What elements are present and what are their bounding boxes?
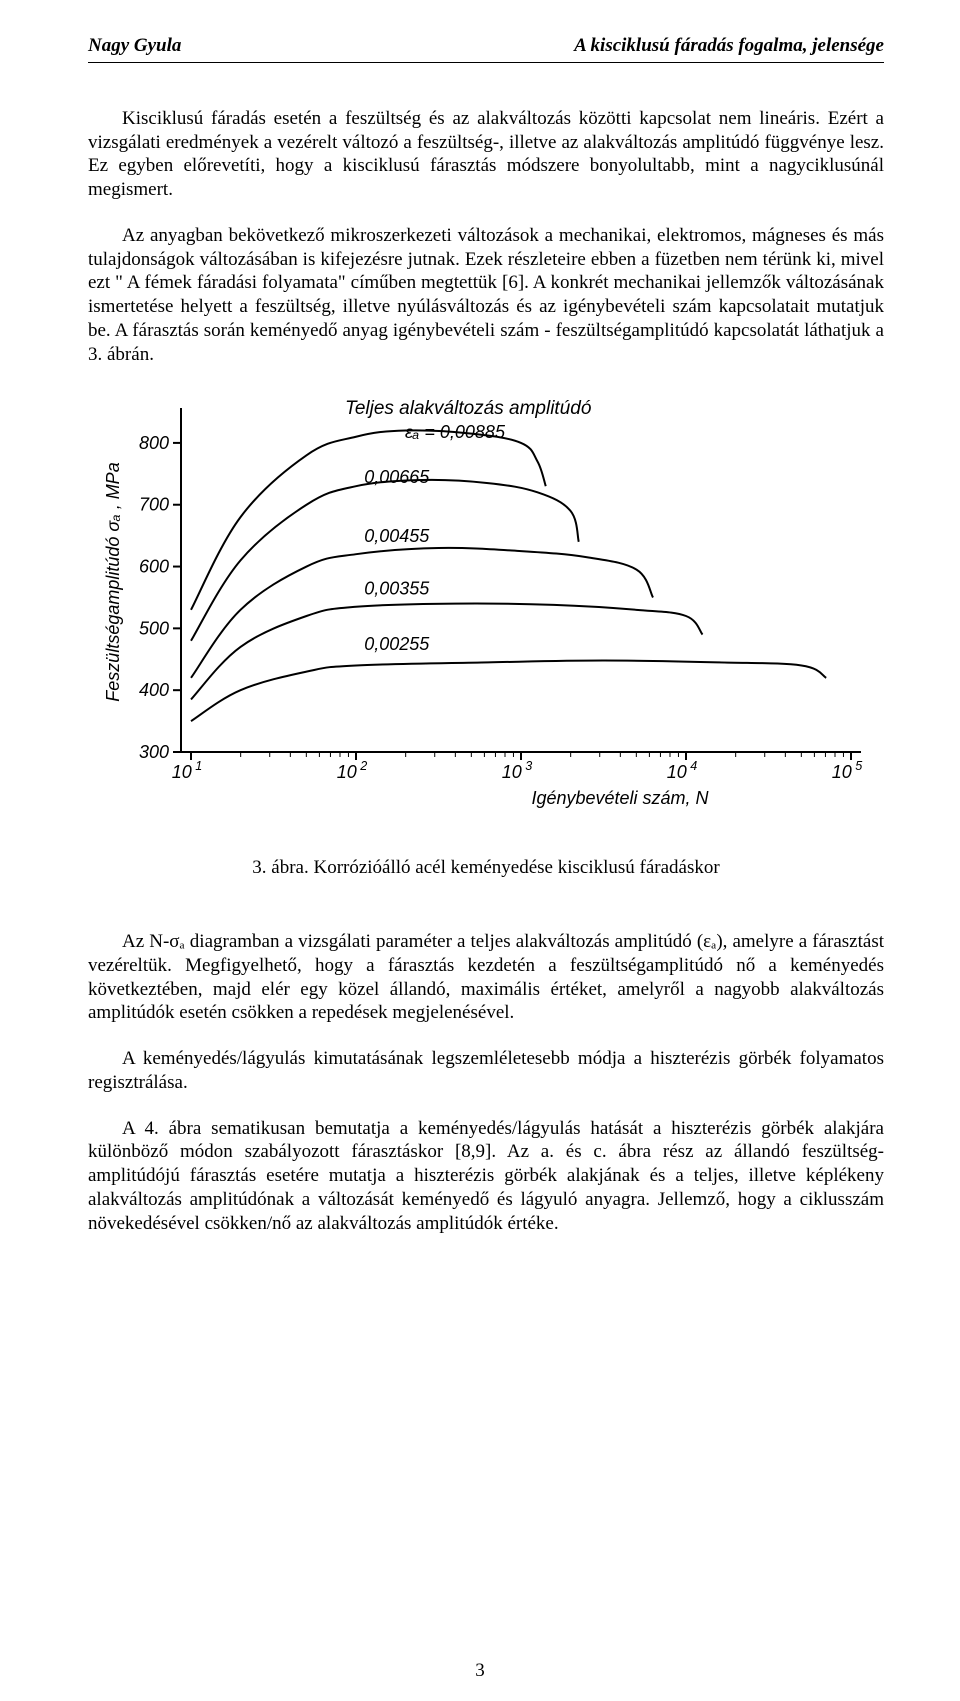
svg-text:0,00355: 0,00355 <box>364 579 430 599</box>
header-title: A kisciklusú fáradás fogalma, jelensége <box>574 34 884 58</box>
svg-text:0,00665: 0,00665 <box>364 467 430 487</box>
paragraph-2: Az anyagban bekövetkező mikroszerkezeti … <box>88 224 884 367</box>
svg-text:700: 700 <box>139 495 169 515</box>
page-header: Nagy Gyula A kisciklusú fáradás fogalma,… <box>88 34 884 63</box>
svg-text:Feszültségamplitúdó σₐ , MPa: Feszültségamplitúdó σₐ , MPa <box>103 463 123 702</box>
paragraph-3: Az N-σₐ diagramban a vizsgálati paraméte… <box>88 930 884 1025</box>
svg-text:Igénybevételi szám, N: Igénybevételi szám, N <box>531 788 709 808</box>
svg-text:600: 600 <box>139 557 169 577</box>
svg-text:10 1: 10 1 <box>172 759 203 782</box>
svg-text:800: 800 <box>139 433 169 453</box>
paragraph-5: A 4. ábra sematikusan bemutatja a kemény… <box>88 1117 884 1236</box>
svg-text:300: 300 <box>139 742 169 762</box>
svg-text:500: 500 <box>139 619 169 639</box>
svg-text:10 2: 10 2 <box>337 759 368 782</box>
svg-text:0,00455: 0,00455 <box>364 526 430 546</box>
header-author: Nagy Gyula <box>88 34 181 58</box>
chart: 300 400 500 600 700 800 10 1 10 2 10 3 10 4 10 5 Fe… <box>91 394 881 824</box>
svg-text:10 4: 10 4 <box>667 759 698 782</box>
svg-text:400: 400 <box>139 680 169 700</box>
svg-text:0,00255: 0,00255 <box>364 634 430 654</box>
page: Nagy Gyula A kisciklusú fáradás fogalma,… <box>0 0 960 1701</box>
svg-text:Teljes alakváltozás amplitúd: Teljes alakváltozás amplitúdó <box>345 398 592 419</box>
paragraph-4: A keményedés/lágyulás kimutatásának legs… <box>88 1047 884 1095</box>
figure-3-caption: 3. ábra. Korrózióálló acél keményedése k… <box>88 856 884 880</box>
paragraph-1: Kisciklusú fáradás esetén a feszültség é… <box>88 107 884 202</box>
svg-text:10 3: 10 3 <box>502 759 533 782</box>
svg-text:10 5: 10 5 <box>832 759 864 782</box>
page-number: 3 <box>0 1659 960 1683</box>
figure-3: 300 400 500 600 700 800 10 1 10 2 10 3 10 4 10 5 Fe… <box>91 394 881 824</box>
